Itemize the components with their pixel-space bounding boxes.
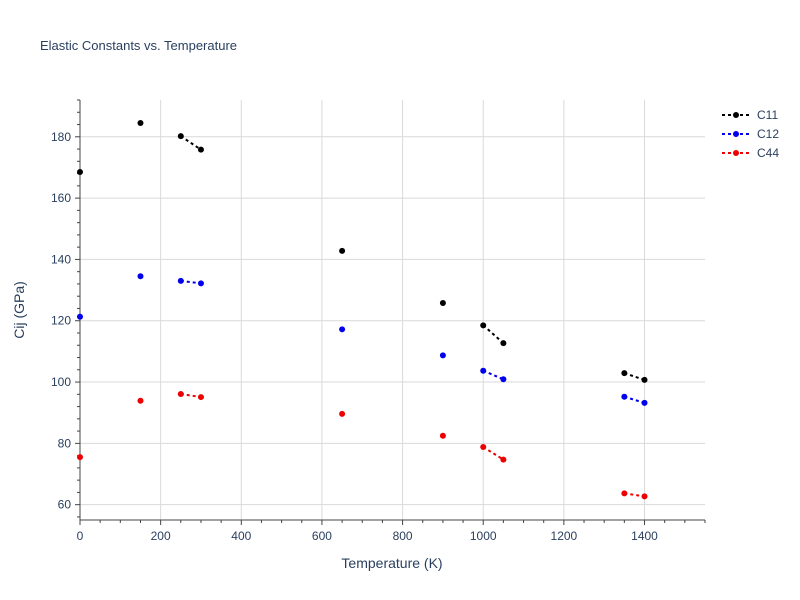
data-point	[197, 146, 204, 153]
series-C11	[77, 119, 648, 383]
chart-title: Elastic Constants vs. Temperature	[40, 38, 237, 53]
series-line-segment	[482, 446, 504, 461]
data-point	[137, 397, 144, 404]
data-point	[137, 119, 144, 126]
series-line-segment	[180, 135, 202, 151]
legend-item-C12: C12	[722, 127, 779, 141]
y-tick-label: 60	[58, 498, 72, 512]
x-axis-title: Temperature (K)	[341, 555, 442, 571]
y-tick-label: 100	[51, 375, 71, 389]
data-point	[500, 456, 507, 463]
data-point	[500, 376, 507, 383]
data-point	[621, 393, 628, 400]
legend-label: C11	[757, 108, 778, 122]
axes: 0 200 400 600 800 1000 1200 1400 60 80 100 120 140 16…	[51, 99, 706, 543]
legend-label: C12	[757, 127, 779, 141]
series-layer	[77, 119, 648, 500]
data-point	[641, 493, 648, 500]
y-axis-title: Cij (GPa)	[11, 281, 27, 339]
legend: C11 C12 C44	[722, 108, 779, 160]
data-point	[177, 277, 184, 284]
data-point	[77, 169, 83, 176]
x-tick-label: 400	[231, 529, 251, 543]
data-point	[641, 399, 648, 406]
legend-label: C44	[757, 146, 779, 160]
legend-item-C11: C11	[722, 108, 778, 122]
data-point	[480, 367, 487, 374]
y-tick-label: 140	[51, 252, 71, 266]
x-tick-label: 800	[393, 529, 413, 543]
y-tick-label: 80	[58, 436, 72, 450]
x-tick-label: 600	[312, 529, 332, 543]
data-point	[197, 394, 204, 401]
series-line-segment	[482, 324, 505, 344]
data-point	[439, 352, 446, 359]
legend-item-C44: C44	[722, 146, 779, 160]
data-point	[339, 410, 346, 417]
legend-marker	[733, 112, 739, 118]
data-point	[177, 133, 184, 140]
legend-marker	[733, 131, 739, 137]
series-C44	[77, 391, 648, 500]
data-point	[439, 432, 446, 439]
grid	[80, 100, 705, 520]
x-tick-label: 0	[77, 529, 84, 543]
data-point	[439, 299, 446, 306]
legend-marker	[733, 150, 739, 156]
series-C12	[77, 273, 648, 406]
y-tick-label: 160	[51, 191, 71, 205]
x-tick-label: 200	[151, 529, 171, 543]
data-point	[621, 370, 628, 377]
data-point	[621, 490, 628, 497]
series-line-segment	[482, 369, 504, 381]
x-tick-label: 1200	[551, 529, 578, 543]
data-point	[500, 340, 507, 347]
data-point	[339, 247, 346, 254]
y-tick-label: 120	[51, 314, 71, 328]
data-point	[177, 391, 184, 397]
data-point	[480, 444, 487, 451]
x-tick-label: 1000	[470, 529, 497, 543]
data-point	[480, 322, 487, 329]
y-tick-label: 180	[51, 130, 71, 144]
data-point	[339, 326, 346, 333]
data-point	[77, 313, 83, 320]
data-point	[641, 376, 648, 383]
data-point	[197, 280, 204, 287]
x-tick-label: 1400	[631, 529, 658, 543]
data-point	[137, 273, 144, 280]
data-point	[77, 454, 83, 461]
